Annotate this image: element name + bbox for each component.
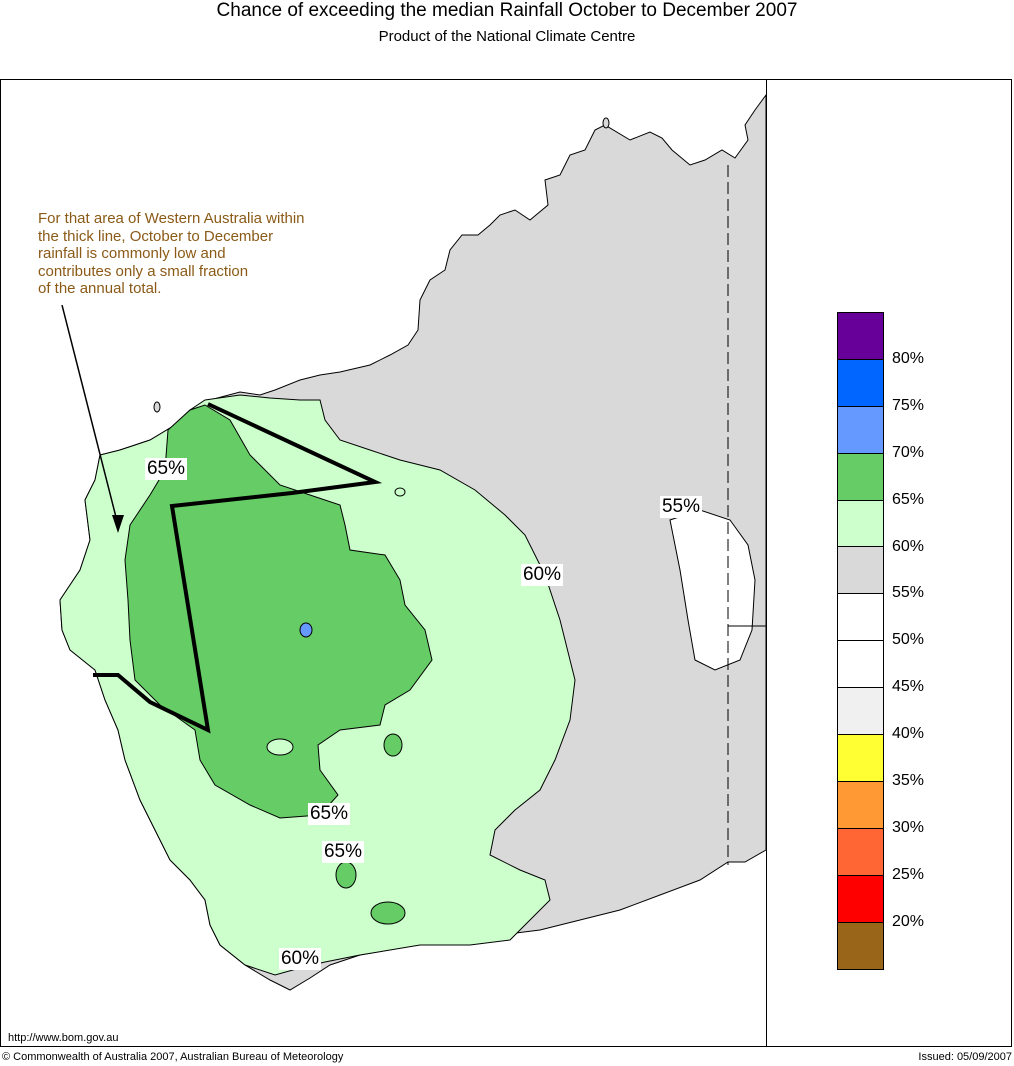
legend-swatch: [838, 781, 883, 829]
issued-date: Issued: 05/09/2007: [918, 1051, 1012, 1063]
legend-label: 60%: [892, 537, 925, 555]
legend-label: 80%: [892, 349, 925, 367]
annotation-note: For that area of Western Australia withi…: [38, 210, 305, 297]
contour-label-65-south-b: 65%: [321, 841, 365, 863]
contour-label-65-north: 65%: [144, 458, 188, 480]
low-rainfall-boundary: [93, 402, 383, 734]
legend-swatch: [838, 594, 883, 642]
legend-swatch: [838, 735, 883, 782]
color-legend: [837, 312, 884, 971]
contour-label-55: 55%: [659, 496, 703, 518]
region-70pct-spot: [299, 622, 313, 638]
region-65pct: [124, 404, 433, 819]
green-spot-c: [370, 901, 406, 925]
arrow-head: [112, 515, 124, 533]
map-title: Chance of exceeding the median Rainfall …: [216, 0, 798, 21]
copyright-notice: © Commonwealth of Australia 2007, Austra…: [2, 1051, 344, 1063]
map-frame: [0, 79, 1012, 1047]
island: [153, 401, 161, 413]
green-spot-b: [335, 861, 357, 889]
legend-swatch: [838, 406, 883, 454]
legend-label: 75%: [892, 396, 925, 414]
contour-label-60-south: 60%: [278, 948, 322, 970]
contour-label-65-south-a: 65%: [307, 803, 351, 825]
contour-label-60-east: 60%: [520, 564, 564, 586]
legend-swatch: [838, 875, 883, 923]
legend-label: 45%: [892, 678, 925, 696]
legend-label: 50%: [892, 631, 925, 649]
hole-60pct: [266, 738, 294, 756]
legend-swatch: [838, 359, 883, 407]
legend-swatch: [838, 688, 883, 736]
legend-label: 70%: [892, 443, 925, 461]
region-55pct: [669, 509, 756, 671]
legend-label: 40%: [892, 725, 925, 743]
legend-label: 30%: [892, 818, 925, 836]
source-url[interactable]: http://www.bom.gov.au: [8, 1032, 119, 1044]
annotation-arrow: [61, 304, 119, 526]
island: [602, 117, 610, 129]
legend-swatch: [838, 500, 883, 548]
green-spot-a: [383, 733, 403, 757]
legend-swatch: [838, 828, 883, 876]
legend-swatch: [838, 641, 883, 689]
legend-label: 65%: [892, 490, 925, 508]
map-subtitle: Product of the National Climate Centre: [378, 28, 636, 45]
legend-label: 20%: [892, 912, 925, 930]
light-spot: [394, 487, 406, 497]
legend-swatch: [838, 547, 883, 595]
legend-swatch: [838, 922, 883, 970]
map-legend-divider: [766, 79, 767, 1047]
legend-swatch: [838, 313, 883, 360]
legend-swatch: [838, 453, 883, 501]
legend-label: 55%: [892, 584, 925, 602]
legend-label: 25%: [892, 865, 925, 883]
legend-label: 35%: [892, 772, 925, 789]
